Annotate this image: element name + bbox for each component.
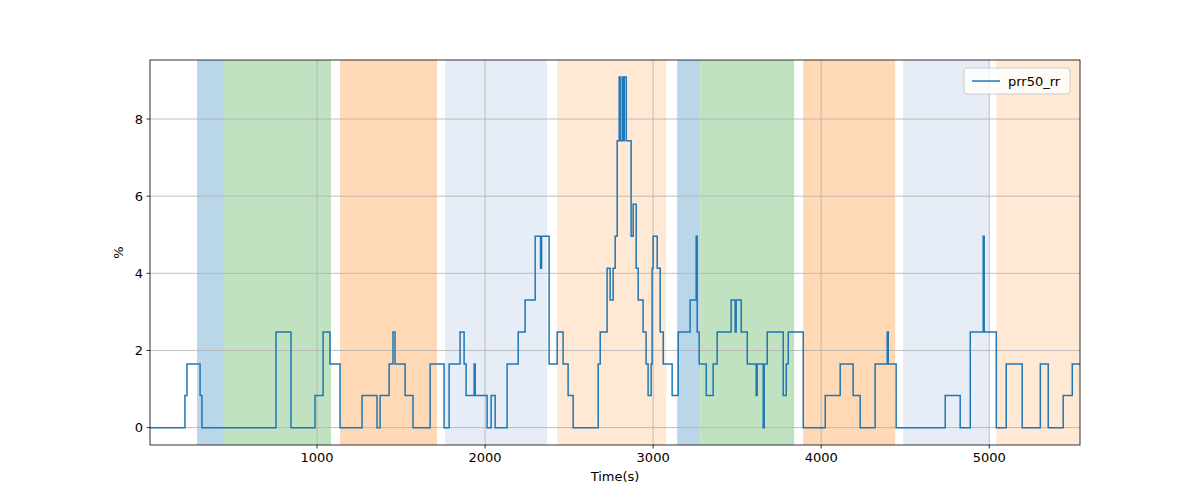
tick bbox=[147, 427, 151, 428]
series-line bbox=[150, 77, 1080, 428]
region bbox=[445, 60, 547, 445]
frame bbox=[150, 60, 1080, 445]
tick-label: 4 bbox=[135, 266, 143, 281]
plot-area bbox=[150, 60, 1080, 445]
tick-label: 2 bbox=[135, 343, 143, 358]
grid-line bbox=[150, 196, 1080, 197]
grid-line bbox=[485, 60, 486, 445]
tick bbox=[147, 196, 151, 197]
grid-line bbox=[150, 273, 1080, 274]
legend-box bbox=[964, 68, 1070, 94]
tick bbox=[147, 273, 151, 274]
tick-label: 0 bbox=[135, 420, 143, 435]
tick bbox=[485, 445, 486, 449]
tick bbox=[653, 445, 654, 449]
region bbox=[197, 60, 224, 445]
tick bbox=[147, 119, 151, 120]
tick-label: 6 bbox=[135, 189, 143, 204]
tick-label: 8 bbox=[135, 112, 143, 127]
tick bbox=[989, 445, 990, 449]
legend: prr50_rr bbox=[964, 68, 1070, 94]
tick-label: 5000 bbox=[973, 450, 1006, 465]
tick bbox=[147, 350, 151, 351]
tick bbox=[317, 445, 318, 449]
tick-label: 1000 bbox=[300, 450, 333, 465]
region bbox=[700, 60, 794, 445]
tick-label: 3000 bbox=[637, 450, 670, 465]
legend-swatch bbox=[972, 80, 1000, 82]
grid-line bbox=[821, 60, 822, 445]
region bbox=[803, 60, 895, 445]
grid-line bbox=[150, 119, 1080, 120]
region bbox=[224, 60, 331, 445]
x-axis-label: Time(s) bbox=[590, 469, 640, 484]
region bbox=[903, 60, 989, 445]
legend-label: prr50_rr bbox=[1008, 74, 1061, 89]
region bbox=[996, 60, 1080, 445]
y-axis-label: % bbox=[111, 246, 126, 258]
region bbox=[557, 60, 666, 445]
grid-line bbox=[989, 60, 990, 445]
grid-line bbox=[317, 60, 318, 445]
grid-line bbox=[150, 350, 1080, 351]
tick-label: 4000 bbox=[805, 450, 838, 465]
tick bbox=[821, 445, 822, 449]
chart: 1000 2000 3000 4000 5000 0 2 4 6 8 Time(s)% prr50_r… bbox=[0, 0, 1200, 500]
tick-label: 2000 bbox=[469, 450, 502, 465]
